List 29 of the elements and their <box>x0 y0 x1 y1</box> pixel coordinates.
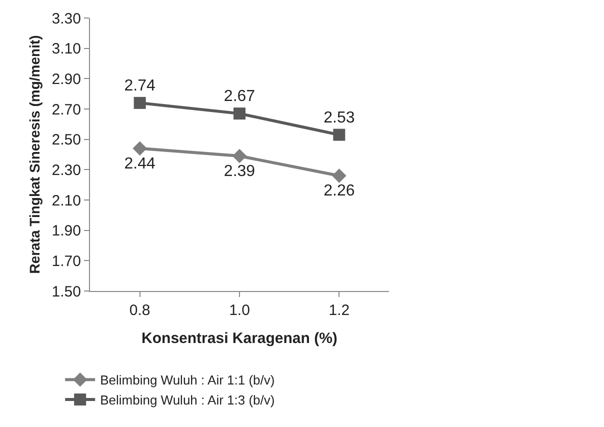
y-tick-label: 3.30 <box>52 10 81 28</box>
legend-label: Belimbing Wuluh : Air 1:1 (b/v) <box>100 372 275 388</box>
y-tick-label: 2.70 <box>52 101 81 118</box>
point <box>232 148 247 164</box>
y-tick-label: 1.50 <box>52 283 81 300</box>
x-tick-label: 0.8 <box>129 302 150 319</box>
data-label: 2.39 <box>224 162 256 180</box>
data-label: 2.74 <box>124 77 156 94</box>
data-label: 2.67 <box>224 88 256 106</box>
legend-label: Belimbing Wuluh : Air 1:3 (b/v) <box>100 392 275 408</box>
point <box>234 108 246 120</box>
point <box>134 96 146 109</box>
y-tick-label: 2.90 <box>52 70 81 88</box>
data-label: 2.44 <box>124 155 156 172</box>
y-tick-label: 2.30 <box>52 162 81 179</box>
y-axis-title: Rerata Tingkat Sineresis (mg/menit) <box>26 35 42 274</box>
x-tick-label: 1.2 <box>328 302 350 319</box>
y-tick-label: 1.70 <box>52 252 81 270</box>
y-tick-label: 2.10 <box>52 192 81 210</box>
data-label: 2.53 <box>324 109 355 126</box>
y-tick-label: 2.50 <box>52 132 81 149</box>
y-tick-label: 1.90 <box>52 222 81 240</box>
x-axis-title: Konsentrasi Karagenan (%) <box>142 330 338 347</box>
data-label: 2.26 <box>324 182 355 200</box>
point <box>332 168 346 183</box>
x-tick-label: 1.0 <box>229 302 250 319</box>
point <box>333 128 346 141</box>
point <box>132 141 147 156</box>
y-tick-label: 3.10 <box>52 40 81 58</box>
